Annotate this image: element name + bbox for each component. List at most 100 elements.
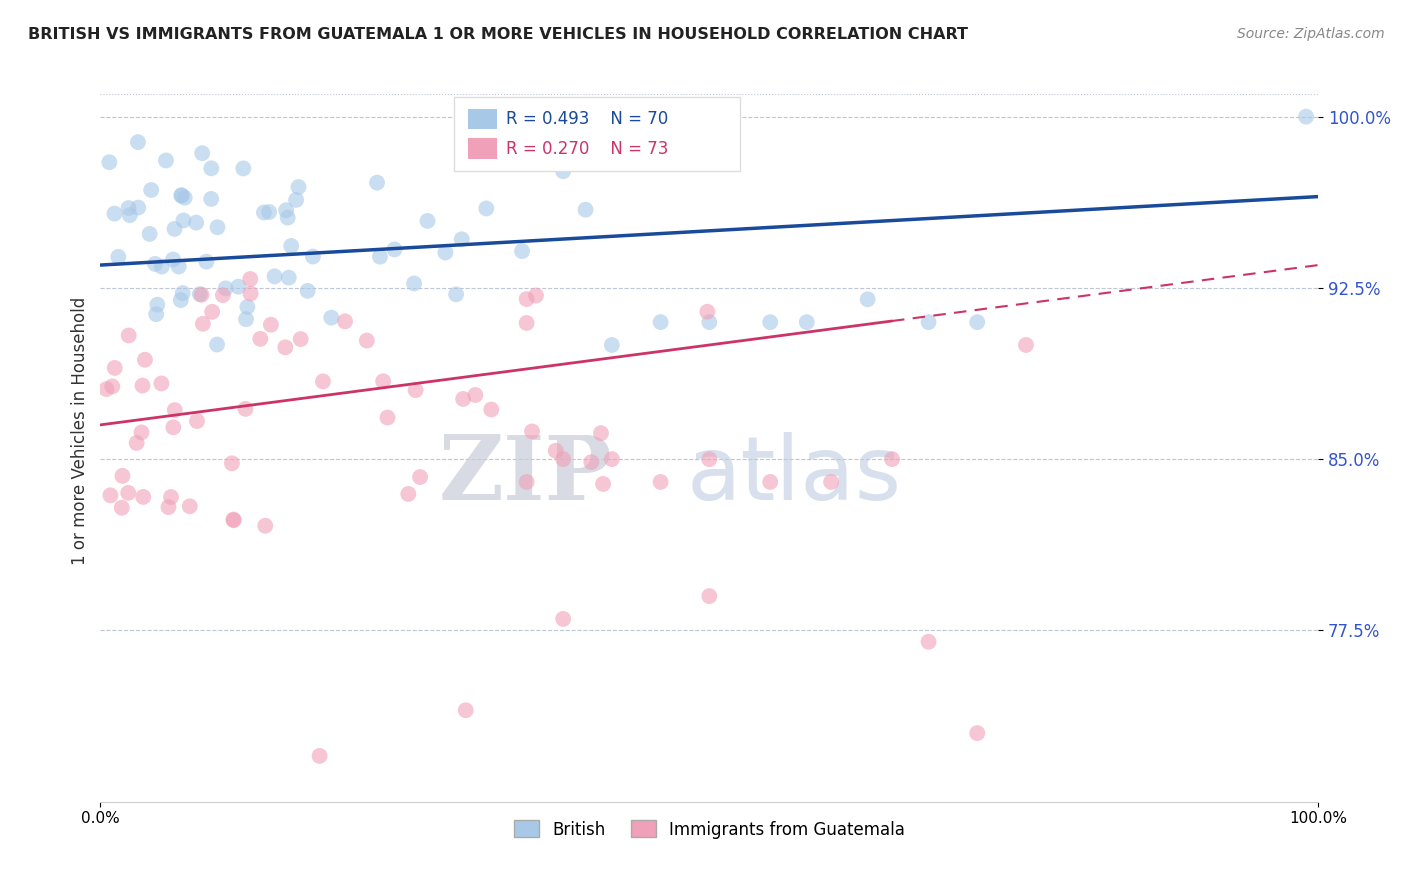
Point xyxy=(143,257,166,271)
FancyBboxPatch shape xyxy=(468,138,498,159)
Text: R = 0.270    N = 73: R = 0.270 N = 73 xyxy=(506,140,668,158)
Point xyxy=(170,188,193,202)
Point xyxy=(697,589,720,603)
Point xyxy=(697,315,720,329)
Point xyxy=(179,500,201,514)
Point xyxy=(249,332,271,346)
Point xyxy=(117,201,139,215)
Point xyxy=(145,307,167,321)
Point xyxy=(125,436,148,450)
Point xyxy=(396,487,419,501)
Text: ZIP: ZIP xyxy=(439,432,612,518)
Point xyxy=(138,227,160,241)
Point xyxy=(215,281,238,295)
Point xyxy=(297,284,319,298)
Point xyxy=(104,360,127,375)
Point xyxy=(207,220,229,235)
Text: Source: ZipAtlas.com: Source: ZipAtlas.com xyxy=(1237,27,1385,41)
Point xyxy=(162,420,184,434)
Point xyxy=(589,426,612,441)
Point xyxy=(205,337,228,351)
Point xyxy=(170,188,193,202)
FancyBboxPatch shape xyxy=(468,109,498,129)
Point xyxy=(697,452,720,467)
Point xyxy=(190,287,212,301)
Point xyxy=(384,243,406,257)
Point xyxy=(111,500,134,515)
Point xyxy=(263,269,285,284)
Point xyxy=(101,379,124,393)
Point xyxy=(917,634,939,648)
Point xyxy=(150,260,173,274)
Point xyxy=(96,382,118,396)
Point xyxy=(172,286,194,301)
Point xyxy=(191,317,214,331)
Point xyxy=(163,403,186,417)
Point xyxy=(239,286,262,301)
Point xyxy=(277,211,299,225)
Point xyxy=(451,392,474,406)
Legend: British, Immigrants from Guatemala: British, Immigrants from Guatemala xyxy=(508,814,911,846)
Point xyxy=(222,513,245,527)
Point xyxy=(404,277,426,291)
Point xyxy=(516,292,538,306)
Point xyxy=(366,176,388,190)
Point xyxy=(524,288,547,302)
Point xyxy=(132,490,155,504)
Point xyxy=(444,287,467,301)
Point xyxy=(516,316,538,330)
Point xyxy=(333,314,356,328)
Y-axis label: 1 or more Vehicles in Household: 1 or more Vehicles in Household xyxy=(72,296,89,565)
Point xyxy=(321,310,343,325)
Point xyxy=(553,612,575,626)
Point xyxy=(356,334,378,348)
Point xyxy=(592,477,614,491)
Point xyxy=(312,375,335,389)
Point xyxy=(117,486,139,500)
Point xyxy=(134,352,156,367)
Point xyxy=(191,146,214,161)
Point xyxy=(235,401,257,416)
Point xyxy=(100,488,122,502)
Point xyxy=(235,312,257,326)
Point xyxy=(581,455,603,469)
Point xyxy=(98,155,121,169)
Text: atlas: atlas xyxy=(688,432,903,518)
Point xyxy=(454,703,477,717)
Point xyxy=(200,192,222,206)
Point xyxy=(222,512,245,526)
Point xyxy=(966,315,988,329)
Point xyxy=(1015,338,1038,352)
Point xyxy=(188,287,211,301)
Point xyxy=(257,205,280,219)
Point xyxy=(150,376,173,391)
Point xyxy=(1295,110,1317,124)
Point xyxy=(127,201,149,215)
FancyBboxPatch shape xyxy=(454,96,740,171)
Point xyxy=(450,232,472,246)
Point xyxy=(239,272,262,286)
Point xyxy=(796,315,818,329)
Point xyxy=(253,205,276,219)
Point xyxy=(308,748,330,763)
Point xyxy=(520,425,543,439)
Point xyxy=(302,250,325,264)
Point xyxy=(195,254,218,268)
Point xyxy=(186,414,208,428)
Point xyxy=(172,213,194,227)
Point xyxy=(141,183,163,197)
Point xyxy=(510,244,533,259)
Point xyxy=(516,475,538,489)
Point xyxy=(759,475,782,489)
Point xyxy=(232,161,254,176)
Point xyxy=(650,315,672,329)
Point xyxy=(285,193,308,207)
Point xyxy=(200,161,222,176)
Point xyxy=(228,279,250,293)
Point xyxy=(287,180,309,194)
Point xyxy=(260,318,283,332)
Point xyxy=(373,374,395,388)
Point xyxy=(146,298,169,312)
Point xyxy=(274,203,297,218)
Point xyxy=(277,270,299,285)
